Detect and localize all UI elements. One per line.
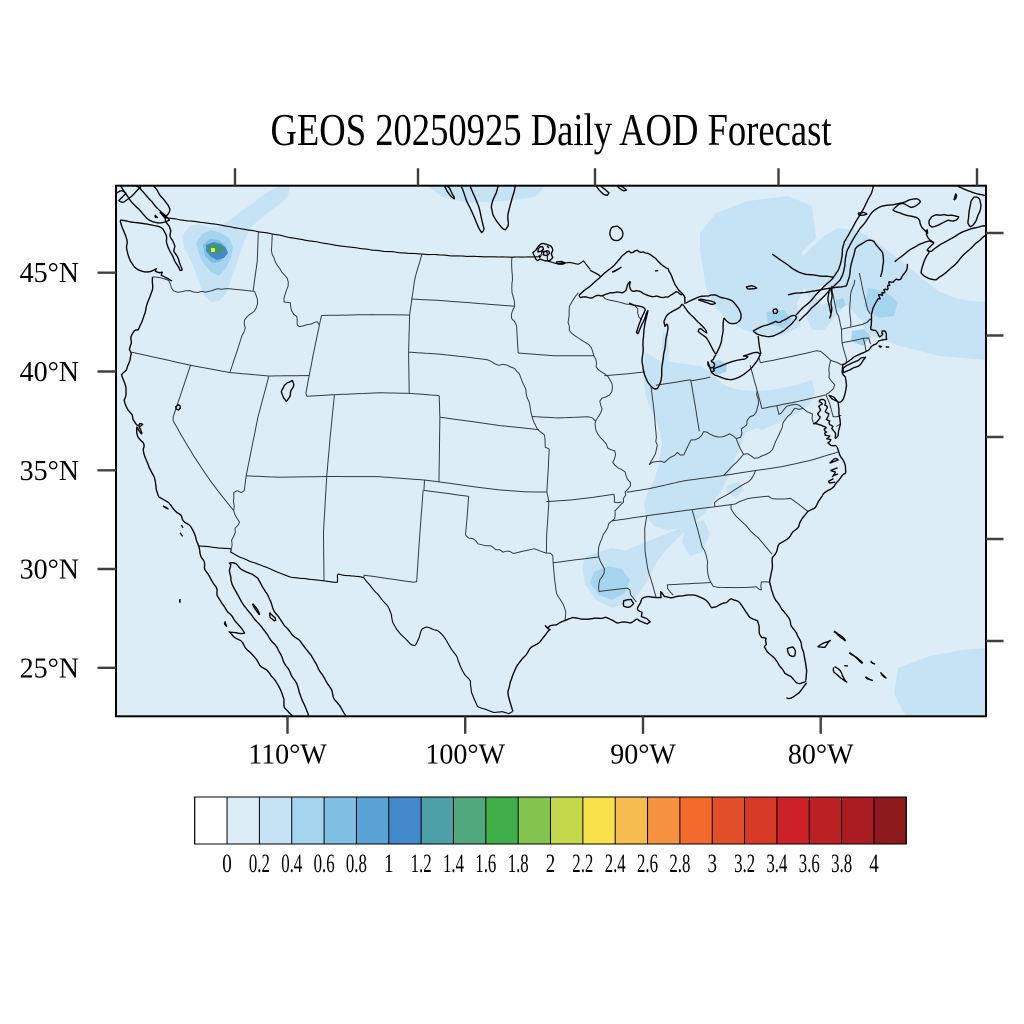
svg-text:2.6: 2.6 [637, 849, 658, 878]
svg-text:1.2: 1.2 [411, 849, 432, 878]
svg-text:2: 2 [546, 849, 556, 878]
svg-text:40°N: 40°N [20, 357, 79, 388]
svg-text:4: 4 [869, 849, 879, 878]
svg-text:2.4: 2.4 [605, 849, 626, 878]
svg-text:3.2: 3.2 [734, 849, 755, 878]
svg-text:3.4: 3.4 [766, 849, 787, 878]
svg-text:80°W: 80°W [788, 740, 854, 771]
svg-text:0.6: 0.6 [314, 849, 335, 878]
svg-text:100°W: 100°W [425, 740, 505, 771]
svg-text:3.8: 3.8 [831, 849, 852, 878]
svg-text:0.4: 0.4 [281, 849, 302, 878]
svg-text:110°W: 110°W [248, 740, 327, 771]
svg-text:0.8: 0.8 [346, 849, 367, 878]
svg-text:3: 3 [707, 849, 717, 878]
svg-text:1.8: 1.8 [508, 849, 529, 878]
svg-text:2.8: 2.8 [669, 849, 690, 878]
svg-text:1.4: 1.4 [443, 849, 464, 878]
svg-text:2.2: 2.2 [572, 849, 593, 878]
svg-text:35°N: 35°N [20, 456, 79, 487]
svg-text:90°W: 90°W [610, 740, 676, 771]
svg-text:25°N: 25°N [20, 653, 79, 684]
svg-text:1.6: 1.6 [475, 849, 496, 878]
svg-text:45°N: 45°N [20, 258, 79, 289]
svg-text:30°N: 30°N [20, 555, 79, 586]
svg-text:0: 0 [222, 849, 232, 878]
svg-text:GEOS 20250925 Daily AOD Foreca: GEOS 20250925 Daily AOD Forecast [271, 104, 832, 155]
svg-text:0.2: 0.2 [249, 849, 270, 878]
svg-text:1: 1 [384, 849, 394, 878]
svg-text:3.6: 3.6 [799, 849, 820, 878]
